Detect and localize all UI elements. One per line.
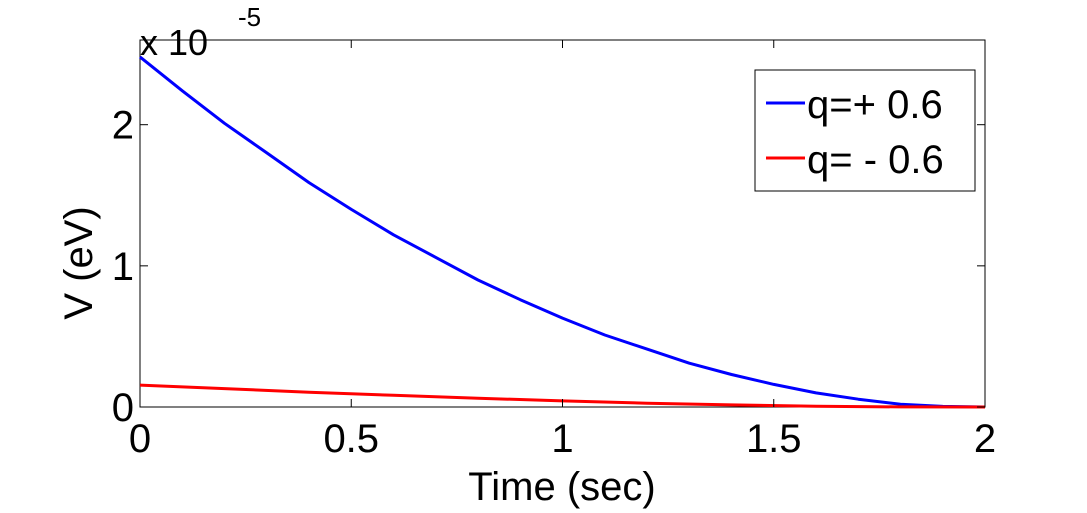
x-tick-label: 0: [129, 417, 151, 461]
y-multiplier-exponent: -5: [238, 2, 261, 32]
legend-box: [754, 69, 976, 192]
y-axis-label: V (eV): [57, 206, 101, 319]
legend-label-q-minus: q= - 0.6: [807, 138, 944, 182]
y-multiplier-label: x 10 -5: [140, 2, 261, 63]
series-line-q-plus: [139, 55, 986, 409]
y-multiplier-base: x 10: [140, 22, 208, 63]
y-tick-label: 0: [112, 386, 134, 430]
legend: q=+ 0.6 q= - 0.6: [754, 69, 976, 192]
x-axis-label: Time (sec): [468, 465, 655, 509]
axes-layer: 0 0.5 1 1.5 2 0 1 2: [112, 40, 996, 461]
y-tick-label: 1: [112, 245, 134, 289]
x-tick-label: 1.5: [746, 417, 802, 461]
x-tick-label: 0.5: [323, 417, 379, 461]
legend-label-q-plus: q=+ 0.6: [807, 83, 943, 127]
x-tick-label: 1: [551, 417, 573, 461]
x-tick-label: 2: [974, 417, 996, 461]
y-tick-label: 2: [112, 104, 134, 148]
